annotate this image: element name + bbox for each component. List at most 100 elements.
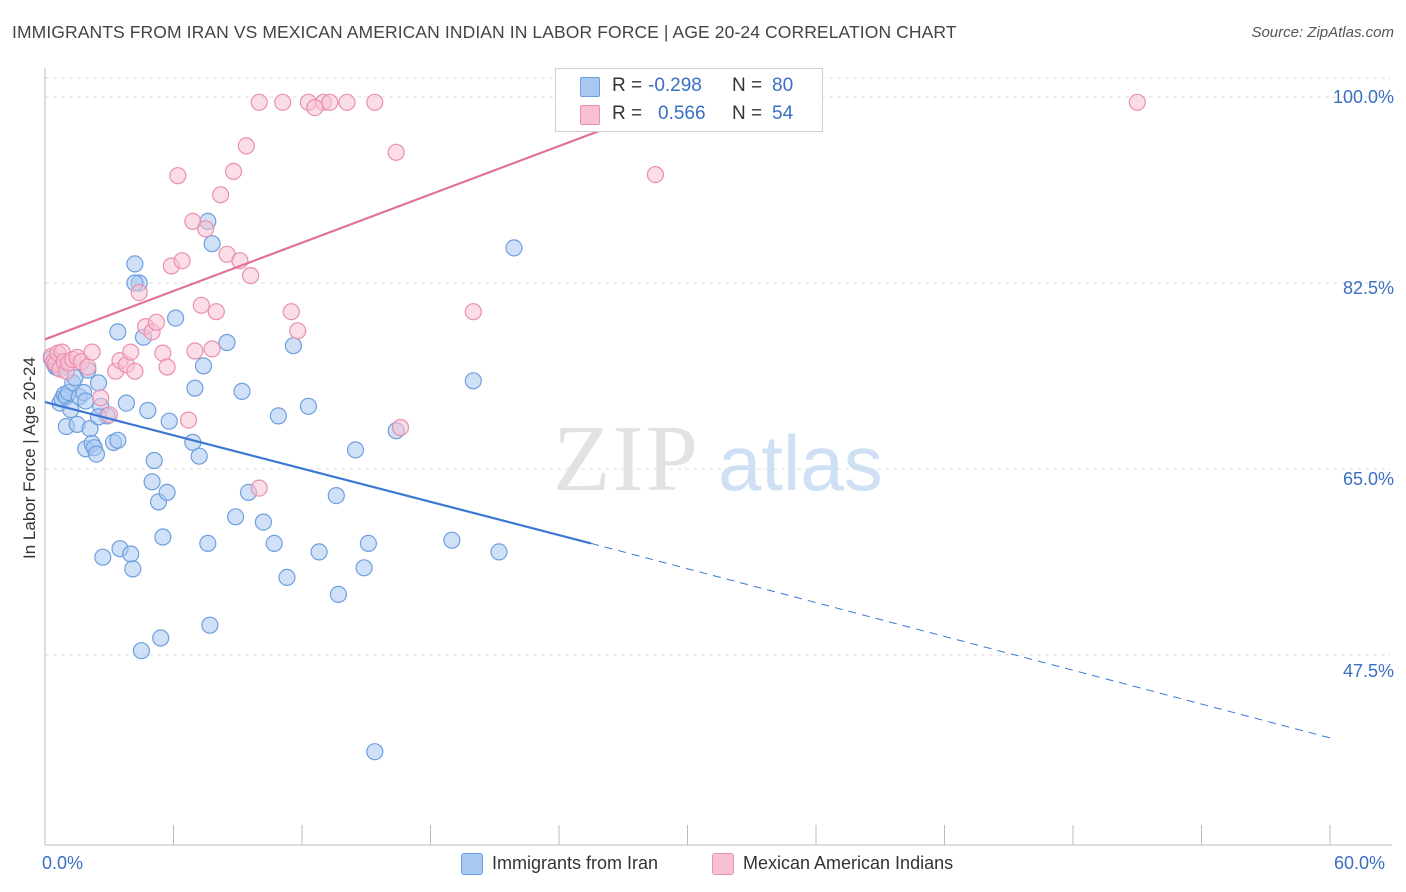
- point-iran: [355, 559, 373, 577]
- point-iran: [265, 534, 283, 553]
- point-mexican: [179, 411, 198, 429]
- legend-swatch-mexican: [580, 105, 600, 125]
- point-iran: [464, 372, 482, 390]
- stats-legend: R = -0.298 N = 80 R = 0.566 N = 54: [555, 68, 823, 132]
- point-iran: [203, 235, 221, 253]
- point-iran: [126, 255, 144, 273]
- point-iran: [143, 473, 161, 491]
- point-mexican: [126, 362, 144, 380]
- source-label: Source: ZipAtlas.com: [1251, 24, 1394, 41]
- point-iran: [346, 441, 365, 459]
- point-iran: [109, 323, 127, 341]
- gridlines: [45, 77, 1390, 656]
- x-tick-label-min: 0.0%: [42, 853, 84, 873]
- point-mexican: [130, 284, 148, 302]
- watermark-atlas: atlas: [718, 419, 883, 507]
- point-iran: [310, 543, 328, 561]
- point-mexican: [306, 98, 324, 117]
- point-iran: [327, 487, 345, 505]
- point-mexican: [92, 389, 110, 407]
- x-tick-label-max: 60.0%: [1334, 853, 1386, 873]
- point-mexican: [366, 93, 384, 111]
- point-iran: [199, 534, 217, 553]
- point-mexican: [282, 303, 300, 321]
- legend-n-label: N =: [732, 103, 763, 124]
- point-iran: [139, 401, 157, 420]
- point-iran: [505, 239, 523, 257]
- point-iran: [227, 508, 245, 526]
- point-mexican: [338, 93, 356, 111]
- point-mexican: [391, 418, 410, 437]
- legend-swatch-iran: [580, 77, 600, 97]
- point-iran: [154, 528, 172, 546]
- legend-n-value: 54: [772, 103, 794, 124]
- axes: [44, 68, 1392, 846]
- point-iran: [194, 357, 213, 375]
- point-iran: [132, 642, 150, 660]
- point-iran: [254, 513, 272, 531]
- point-iran: [117, 394, 136, 412]
- point-mexican: [646, 166, 665, 184]
- legend-n-label: N =: [732, 75, 763, 96]
- point-iran: [186, 379, 204, 397]
- y-tick-label-47-5: 47.5%: [1342, 661, 1394, 681]
- trendline-iran: [44, 400, 592, 545]
- y-tick-label-100: 100.0%: [1332, 87, 1394, 107]
- point-iran: [167, 309, 185, 327]
- point-iran: [299, 397, 317, 415]
- point-mexican: [173, 252, 191, 270]
- point-iran: [233, 382, 251, 400]
- point-mexican: [122, 343, 140, 361]
- point-mexican: [79, 358, 97, 376]
- point-mexican: [186, 342, 204, 360]
- point-mexican: [289, 322, 307, 340]
- point-iran: [109, 431, 127, 449]
- point-iran: [122, 545, 140, 563]
- point-iran: [160, 412, 178, 430]
- series-iran: [42, 212, 523, 761]
- bottom-legend-label-iran: Immigrants from Iran: [492, 853, 659, 873]
- point-mexican: [250, 93, 268, 111]
- point-iran: [158, 483, 176, 501]
- y-tick-label-82-5: 82.5%: [1342, 278, 1394, 298]
- bottom-legend-swatch-iran: [461, 853, 483, 875]
- point-iran: [87, 445, 106, 463]
- point-mexican: [224, 162, 243, 180]
- point-mexican: [250, 479, 268, 497]
- point-iran: [443, 531, 461, 549]
- legend-n-value: 80: [772, 75, 794, 96]
- point-mexican: [147, 313, 165, 331]
- watermark-zip: ZIP: [553, 407, 700, 511]
- point-iran: [490, 543, 508, 561]
- point-iran: [329, 585, 347, 604]
- point-mexican: [169, 167, 187, 185]
- point-mexican: [237, 137, 255, 155]
- point-mexican: [464, 303, 482, 321]
- point-iran: [284, 337, 302, 355]
- legend-r-label: R =: [612, 75, 643, 96]
- point-mexican: [242, 267, 260, 285]
- point-mexican: [203, 340, 221, 358]
- point-mexican: [197, 220, 215, 238]
- point-iran: [201, 616, 219, 634]
- point-iran: [218, 333, 236, 352]
- point-iran: [77, 392, 95, 410]
- point-iran: [278, 568, 296, 587]
- bottom-legend-swatch-mexican: [712, 853, 734, 875]
- point-mexican: [274, 93, 292, 111]
- y-tick-label-65: 65.0%: [1342, 469, 1394, 489]
- point-iran: [94, 548, 112, 566]
- trendline-iran-extrapolated: [590, 542, 1331, 739]
- watermark: ZIP atlas: [553, 407, 883, 511]
- point-iran: [359, 534, 377, 553]
- point-mexican: [184, 212, 202, 230]
- point-mexican: [192, 296, 210, 314]
- point-mexican: [387, 143, 405, 161]
- chart-title: IMMIGRANTS FROM IRAN VS MEXICAN AMERICAN…: [12, 22, 957, 42]
- point-iran: [152, 629, 170, 647]
- point-iran: [269, 407, 287, 425]
- point-iran: [366, 743, 384, 761]
- point-mexican: [83, 343, 101, 361]
- point-mexican: [321, 93, 339, 111]
- legend-r-value: 0.566: [658, 103, 706, 124]
